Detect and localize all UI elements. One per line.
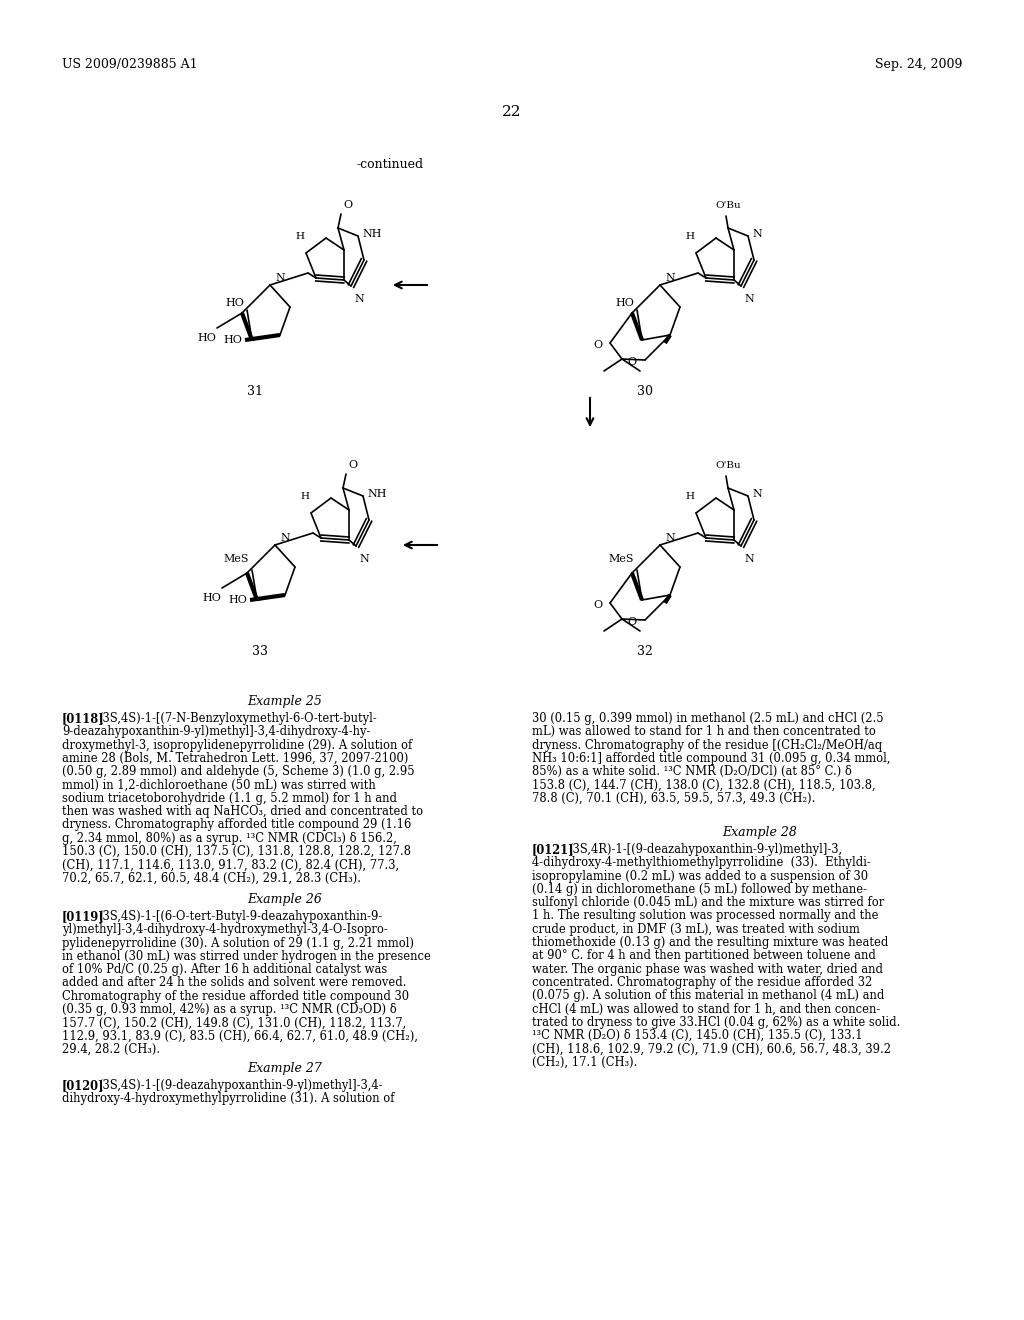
Text: N: N bbox=[744, 554, 754, 564]
Text: 1 h. The resulting solution was processed normally and the: 1 h. The resulting solution was processe… bbox=[532, 909, 879, 923]
Text: isopropylamine (0.2 mL) was added to a suspension of 30: isopropylamine (0.2 mL) was added to a s… bbox=[532, 870, 868, 883]
Text: O: O bbox=[343, 201, 352, 210]
Text: MeS: MeS bbox=[608, 554, 634, 564]
Text: 30: 30 bbox=[637, 385, 653, 399]
Text: (0.35 g, 0.93 mmol, 42%) as a syrup. ¹³C NMR (CD₃OD) δ: (0.35 g, 0.93 mmol, 42%) as a syrup. ¹³C… bbox=[62, 1003, 396, 1016]
Text: 32: 32 bbox=[637, 645, 653, 657]
Text: cHCl (4 mL) was allowed to stand for 1 h, and then concen-: cHCl (4 mL) was allowed to stand for 1 h… bbox=[532, 1003, 881, 1015]
Text: crude product, in DMF (3 mL), was treated with sodium: crude product, in DMF (3 mL), was treate… bbox=[532, 923, 860, 936]
Text: mmol) in 1,2-dichloroethane (50 mL) was stirred with: mmol) in 1,2-dichloroethane (50 mL) was … bbox=[62, 779, 376, 792]
Text: N: N bbox=[354, 294, 364, 304]
Text: (3S,4R)-1-[(9-deazahypoxanthin-9-yl)methyl]-3,: (3S,4R)-1-[(9-deazahypoxanthin-9-yl)meth… bbox=[568, 843, 842, 855]
Text: HO: HO bbox=[202, 593, 221, 603]
Text: yl)methyl]-3,4-dihydroxy-4-hydroxymethyl-3,4-O-Isopro-: yl)methyl]-3,4-dihydroxy-4-hydroxymethyl… bbox=[62, 923, 388, 936]
Text: thiomethoxide (0.13 g) and the resulting mixture was heated: thiomethoxide (0.13 g) and the resulting… bbox=[532, 936, 889, 949]
Text: O: O bbox=[628, 616, 637, 627]
Text: N: N bbox=[280, 533, 290, 543]
Text: mL) was allowed to stand for 1 h and then concentrated to: mL) was allowed to stand for 1 h and the… bbox=[532, 725, 876, 738]
Text: (CH), 118.6, 102.9, 79.2 (C), 71.9 (CH), 60.6, 56.7, 48.3, 39.2: (CH), 118.6, 102.9, 79.2 (C), 71.9 (CH),… bbox=[532, 1043, 891, 1056]
Text: N: N bbox=[359, 554, 369, 564]
Text: NH: NH bbox=[362, 228, 382, 239]
Text: [0120]: [0120] bbox=[62, 1078, 104, 1092]
Text: amine 28 (Bols, M. Tetrahedron Lett. 1996, 37, 2097-2100): amine 28 (Bols, M. Tetrahedron Lett. 199… bbox=[62, 752, 409, 764]
Text: 4-dihydroxy-4-methylthiomethylpyrrolidine  (33).  Ethyldi-: 4-dihydroxy-4-methylthiomethylpyrrolidin… bbox=[532, 857, 870, 870]
Text: Sep. 24, 2009: Sep. 24, 2009 bbox=[874, 58, 962, 71]
Text: 78.8 (C), 70.1 (CH), 63.5, 59.5, 57.3, 49.3 (CH₂).: 78.8 (C), 70.1 (CH), 63.5, 59.5, 57.3, 4… bbox=[532, 792, 815, 805]
Text: 85%) as a white solid. ¹³C NMR (D₂O/DCl) (at 85° C.) δ: 85%) as a white solid. ¹³C NMR (D₂O/DCl)… bbox=[532, 766, 852, 779]
Text: O: O bbox=[593, 601, 602, 610]
Text: -continued: -continued bbox=[356, 158, 424, 172]
Text: Example 28: Example 28 bbox=[723, 826, 798, 840]
Text: N: N bbox=[752, 488, 762, 499]
Text: water. The organic phase was washed with water, dried and: water. The organic phase was washed with… bbox=[532, 962, 883, 975]
Text: 70.2, 65.7, 62.1, 60.5, 48.4 (CH₂), 29.1, 28.3 (CH₃).: 70.2, 65.7, 62.1, 60.5, 48.4 (CH₂), 29.1… bbox=[62, 871, 361, 884]
Text: O'Bu: O'Bu bbox=[715, 201, 740, 210]
Text: (3S,4S)-1-[(6-O-tert-Butyl-9-deazahypoxanthin-9-: (3S,4S)-1-[(6-O-tert-Butyl-9-deazahypoxa… bbox=[98, 909, 382, 923]
Text: US 2009/0239885 A1: US 2009/0239885 A1 bbox=[62, 58, 198, 71]
Text: trated to dryness to give 33.HCl (0.04 g, 62%) as a white solid.: trated to dryness to give 33.HCl (0.04 g… bbox=[532, 1016, 900, 1028]
Text: H: H bbox=[300, 492, 309, 502]
Text: HO: HO bbox=[615, 298, 634, 308]
Text: 30 (0.15 g, 0.399 mmol) in methanol (2.5 mL) and cHCl (2.5: 30 (0.15 g, 0.399 mmol) in methanol (2.5… bbox=[532, 711, 884, 725]
Text: O'Bu: O'Bu bbox=[715, 461, 740, 470]
Text: NH: NH bbox=[367, 488, 386, 499]
Text: O: O bbox=[593, 341, 602, 350]
Text: 157.7 (C), 150.2 (CH), 149.8 (C), 131.0 (CH), 118.2, 113.7,: 157.7 (C), 150.2 (CH), 149.8 (C), 131.0 … bbox=[62, 1016, 407, 1030]
Text: O: O bbox=[628, 356, 637, 367]
Text: (0.50 g, 2.89 mmol) and aldehyde (5, Scheme 3) (1.0 g, 2.95: (0.50 g, 2.89 mmol) and aldehyde (5, Sch… bbox=[62, 766, 415, 779]
Text: (0.14 g) in dichloromethane (5 mL) followed by methane-: (0.14 g) in dichloromethane (5 mL) follo… bbox=[532, 883, 867, 896]
Text: Example 26: Example 26 bbox=[248, 894, 323, 906]
Text: droxymethyl-3, isopropylidenepyrrolidine (29). A solution of: droxymethyl-3, isopropylidenepyrrolidine… bbox=[62, 739, 413, 751]
Text: 9-deazahypoxanthin-9-yl)methyl]-3,4-dihydroxy-4-hy-: 9-deazahypoxanthin-9-yl)methyl]-3,4-dihy… bbox=[62, 725, 371, 738]
Text: HO: HO bbox=[225, 298, 244, 308]
Text: Chromatography of the residue afforded title compound 30: Chromatography of the residue afforded t… bbox=[62, 990, 410, 1003]
Text: g, 2.34 mmol, 80%) as a syrup. ¹³C NMR (CDCl₃) δ 156.2,: g, 2.34 mmol, 80%) as a syrup. ¹³C NMR (… bbox=[62, 832, 397, 845]
Text: 33: 33 bbox=[252, 645, 268, 657]
Text: N: N bbox=[665, 273, 675, 282]
Text: HO: HO bbox=[223, 335, 242, 345]
Text: [0118]: [0118] bbox=[62, 711, 104, 725]
Text: dryness. Chromatography afforded title compound 29 (1.16: dryness. Chromatography afforded title c… bbox=[62, 818, 412, 832]
Text: in ethanol (30 mL) was stirred under hydrogen in the presence: in ethanol (30 mL) was stirred under hyd… bbox=[62, 950, 431, 962]
Text: 22: 22 bbox=[502, 106, 522, 119]
Text: dryness. Chromatography of the residue [(CH₂Cl₂/MeOH/aq: dryness. Chromatography of the residue [… bbox=[532, 739, 883, 751]
Text: concentrated. Chromatography of the residue afforded 32: concentrated. Chromatography of the resi… bbox=[532, 975, 872, 989]
Text: ¹³C NMR (D₂O) δ 153.4 (C), 145.0 (CH), 135.5 (C), 133.1: ¹³C NMR (D₂O) δ 153.4 (C), 145.0 (CH), 1… bbox=[532, 1030, 862, 1043]
Text: (0.075 g). A solution of this material in methanol (4 mL) and: (0.075 g). A solution of this material i… bbox=[532, 989, 885, 1002]
Text: then was washed with aq NaHCO₃, dried and concentrated to: then was washed with aq NaHCO₃, dried an… bbox=[62, 805, 423, 818]
Text: (CH), 117.1, 114.6, 113.0, 91.7, 83.2 (C), 82.4 (CH), 77.3,: (CH), 117.1, 114.6, 113.0, 91.7, 83.2 (C… bbox=[62, 858, 399, 871]
Text: N: N bbox=[665, 533, 675, 543]
Text: 112.9, 93.1, 83.9 (C), 83.5 (CH), 66.4, 62.7, 61.0, 48.9 (CH₂),: 112.9, 93.1, 83.9 (C), 83.5 (CH), 66.4, … bbox=[62, 1030, 418, 1043]
Text: 31: 31 bbox=[247, 385, 263, 399]
Text: H: H bbox=[685, 492, 694, 502]
Text: Example 25: Example 25 bbox=[248, 696, 323, 708]
Text: of 10% Pd/C (0.25 g). After 16 h additional catalyst was: of 10% Pd/C (0.25 g). After 16 h additio… bbox=[62, 964, 387, 977]
Text: N: N bbox=[752, 228, 762, 239]
Text: N: N bbox=[744, 294, 754, 304]
Text: sulfonyl chloride (0.045 mL) and the mixture was stirred for: sulfonyl chloride (0.045 mL) and the mix… bbox=[532, 896, 885, 909]
Text: pylidenepyrrolidine (30). A solution of 29 (1.1 g, 2.21 mmol): pylidenepyrrolidine (30). A solution of … bbox=[62, 937, 414, 949]
Text: NH₃ 10:6:1] afforded title compound 31 (0.095 g, 0.34 mmol,: NH₃ 10:6:1] afforded title compound 31 (… bbox=[532, 752, 891, 764]
Text: H: H bbox=[685, 232, 694, 242]
Text: at 90° C. for 4 h and then partitioned between toluene and: at 90° C. for 4 h and then partitioned b… bbox=[532, 949, 876, 962]
Text: (3S,4S)-1-[(7-N-Benzyloxymethyl-6-O-tert-butyl-: (3S,4S)-1-[(7-N-Benzyloxymethyl-6-O-tert… bbox=[98, 711, 377, 725]
Text: H: H bbox=[296, 232, 304, 242]
Text: Example 27: Example 27 bbox=[248, 1063, 323, 1074]
Text: HO: HO bbox=[228, 595, 247, 605]
Text: added and after 24 h the solids and solvent were removed.: added and after 24 h the solids and solv… bbox=[62, 977, 407, 990]
Text: MeS: MeS bbox=[223, 554, 249, 564]
Text: N: N bbox=[275, 273, 285, 282]
Text: O: O bbox=[348, 459, 357, 470]
Text: (3S,4S)-1-[(9-deazahypoxanthin-9-yl)methyl]-3,4-: (3S,4S)-1-[(9-deazahypoxanthin-9-yl)meth… bbox=[98, 1078, 383, 1092]
Text: 150.3 (C), 150.0 (CH), 137.5 (C), 131.8, 128.8, 128.2, 127.8: 150.3 (C), 150.0 (CH), 137.5 (C), 131.8,… bbox=[62, 845, 411, 858]
Text: sodium triacetoborohydride (1.1 g, 5.2 mmol) for 1 h and: sodium triacetoborohydride (1.1 g, 5.2 m… bbox=[62, 792, 397, 805]
Text: 29.4, 28.2 (CH₃).: 29.4, 28.2 (CH₃). bbox=[62, 1043, 160, 1056]
Text: HO: HO bbox=[198, 333, 216, 343]
Text: (CH₂), 17.1 (CH₃).: (CH₂), 17.1 (CH₃). bbox=[532, 1056, 637, 1069]
Text: 153.8 (C), 144.7 (CH), 138.0 (C), 132.8 (CH), 118.5, 103.8,: 153.8 (C), 144.7 (CH), 138.0 (C), 132.8 … bbox=[532, 779, 876, 792]
Text: [0121]: [0121] bbox=[532, 843, 574, 855]
Text: [0119]: [0119] bbox=[62, 909, 104, 923]
Text: dihydroxy-4-hydroxymethylpyrrolidine (31). A solution of: dihydroxy-4-hydroxymethylpyrrolidine (31… bbox=[62, 1092, 394, 1105]
